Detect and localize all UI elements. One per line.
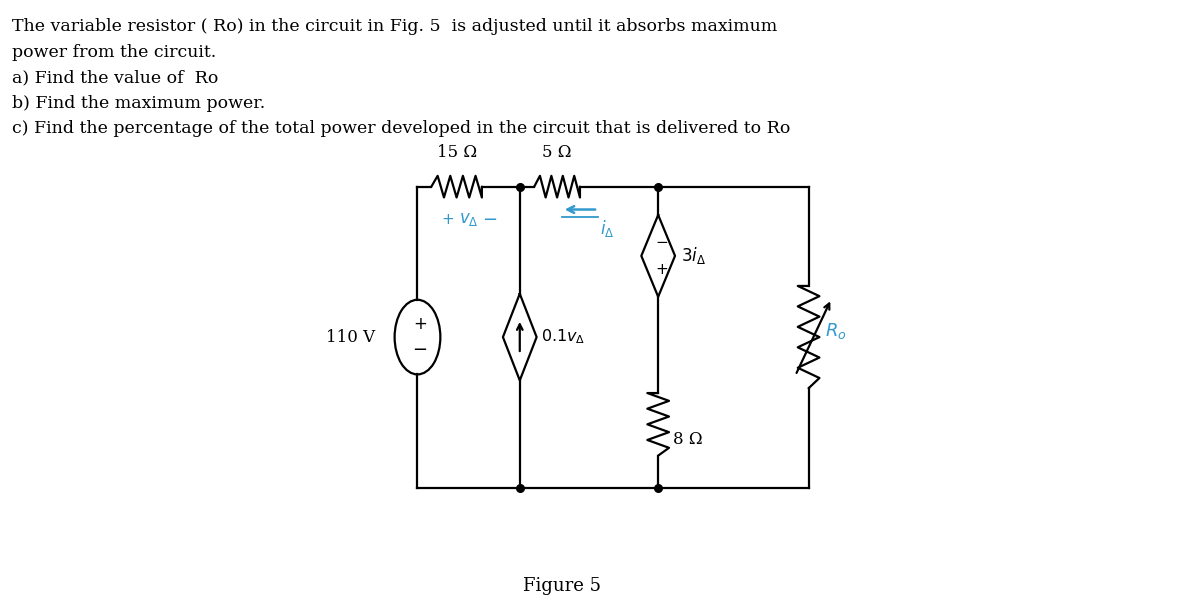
Text: Figure 5: Figure 5 [523,577,602,596]
Text: −: − [655,235,669,250]
Text: 5 Ω: 5 Ω [542,144,572,161]
Text: $i_\Delta$: $i_\Delta$ [600,218,615,239]
Text: $3i_\Delta$: $3i_\Delta$ [681,246,706,266]
Text: $R_o$: $R_o$ [825,321,847,341]
Text: −: − [482,211,498,229]
Text: −: − [413,341,427,359]
Text: 110 V: 110 V [327,328,376,346]
Text: 15 Ω: 15 Ω [437,144,477,161]
Text: +: + [441,212,454,227]
Text: $0.1v_\Delta$: $0.1v_\Delta$ [541,328,585,346]
Text: +: + [413,315,427,333]
Text: +: + [655,262,669,276]
Text: 8 Ω: 8 Ω [673,431,703,448]
Text: $v_\Delta$: $v_\Delta$ [459,211,478,228]
Text: The variable resistor ( Ro) in the circuit in Fig. 5  is adjusted until it absor: The variable resistor ( Ro) in the circu… [12,18,791,137]
